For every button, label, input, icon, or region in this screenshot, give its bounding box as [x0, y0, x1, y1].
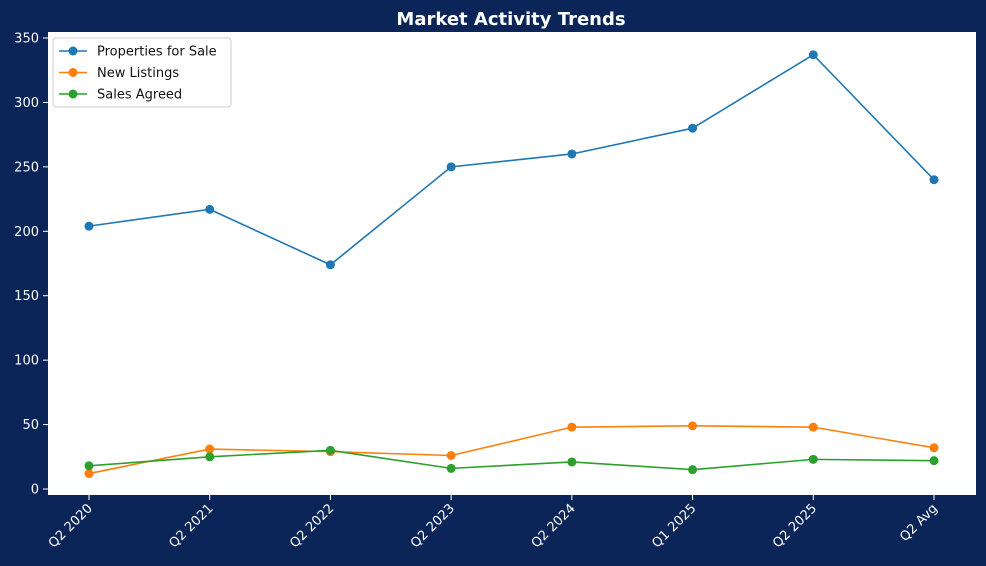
- series-layer: [84, 50, 939, 479]
- legend-label: New Listings: [97, 66, 179, 81]
- legend-marker: [68, 68, 78, 77]
- x-tick-label: Q1 2025: [649, 501, 699, 551]
- legend-item: Properties for Sale: [59, 45, 217, 60]
- data-point: [205, 204, 215, 214]
- data-point: [929, 175, 939, 185]
- y-tick-label: 300: [14, 96, 39, 111]
- data-point: [446, 463, 456, 473]
- y-tick-label: 200: [14, 225, 39, 240]
- data-point: [808, 50, 818, 60]
- data-point: [567, 422, 577, 432]
- data-point: [567, 457, 577, 467]
- series-sales-agreed: [84, 445, 939, 475]
- legend-item: New Listings: [59, 66, 179, 81]
- x-axis: Q2 2020 Q2 2021 Q2 2022 Q2 2023 Q2 2024 Q1 20…: [46, 495, 941, 551]
- x-tick-label: Q2 2025: [770, 501, 820, 551]
- legend-marker: [68, 46, 78, 56]
- legend-label: Sales Agreed: [97, 88, 182, 103]
- data-point: [205, 452, 215, 462]
- legend-box: [52, 37, 232, 108]
- series-line: [88, 425, 935, 475]
- y-tick-label: 0: [31, 483, 39, 498]
- x-tick-label: Q2 2021: [167, 501, 217, 551]
- data-point: [929, 456, 939, 466]
- x-tick-label: Q2 2024: [529, 501, 579, 551]
- y-tick-label: 100: [14, 354, 39, 369]
- plot-area: [48, 32, 976, 495]
- series-properties-for-sale: [84, 50, 939, 270]
- legend-marker: [68, 89, 78, 99]
- data-point: [929, 443, 939, 453]
- legend-label: Properties for Sale: [97, 45, 217, 60]
- x-tick-label: Q2 2022: [287, 501, 337, 551]
- x-tick-label: Q2 2020: [46, 501, 96, 551]
- data-point: [84, 469, 94, 479]
- data-point: [325, 260, 335, 270]
- legend: Properties for Sale New Listings Sales Agr…: [52, 37, 232, 108]
- data-point: [325, 445, 335, 455]
- x-tick-label: Q2 Avg: [897, 501, 941, 545]
- y-axis: 0 50 100 150 200 250 300 350: [14, 32, 48, 498]
- data-point: [688, 465, 698, 475]
- y-tick-label: 150: [14, 289, 39, 304]
- data-point: [446, 162, 456, 172]
- data-point: [84, 461, 94, 471]
- data-point: [688, 421, 698, 431]
- data-point: [808, 454, 818, 464]
- y-tick-label: 50: [22, 418, 39, 433]
- y-tick-label: 350: [14, 32, 39, 47]
- data-point: [688, 123, 698, 133]
- data-point: [567, 149, 577, 159]
- data-point: [84, 221, 94, 231]
- series-line: [88, 53, 935, 266]
- y-tick-label: 250: [14, 160, 39, 175]
- data-point: [446, 450, 456, 460]
- chart-title: Market Activity Trends: [396, 9, 625, 30]
- x-tick-label: Q2 2023: [408, 501, 458, 551]
- data-point: [808, 422, 818, 432]
- legend-item: Sales Agreed: [59, 88, 182, 103]
- series-line: [88, 449, 935, 471]
- data-point: [205, 444, 215, 454]
